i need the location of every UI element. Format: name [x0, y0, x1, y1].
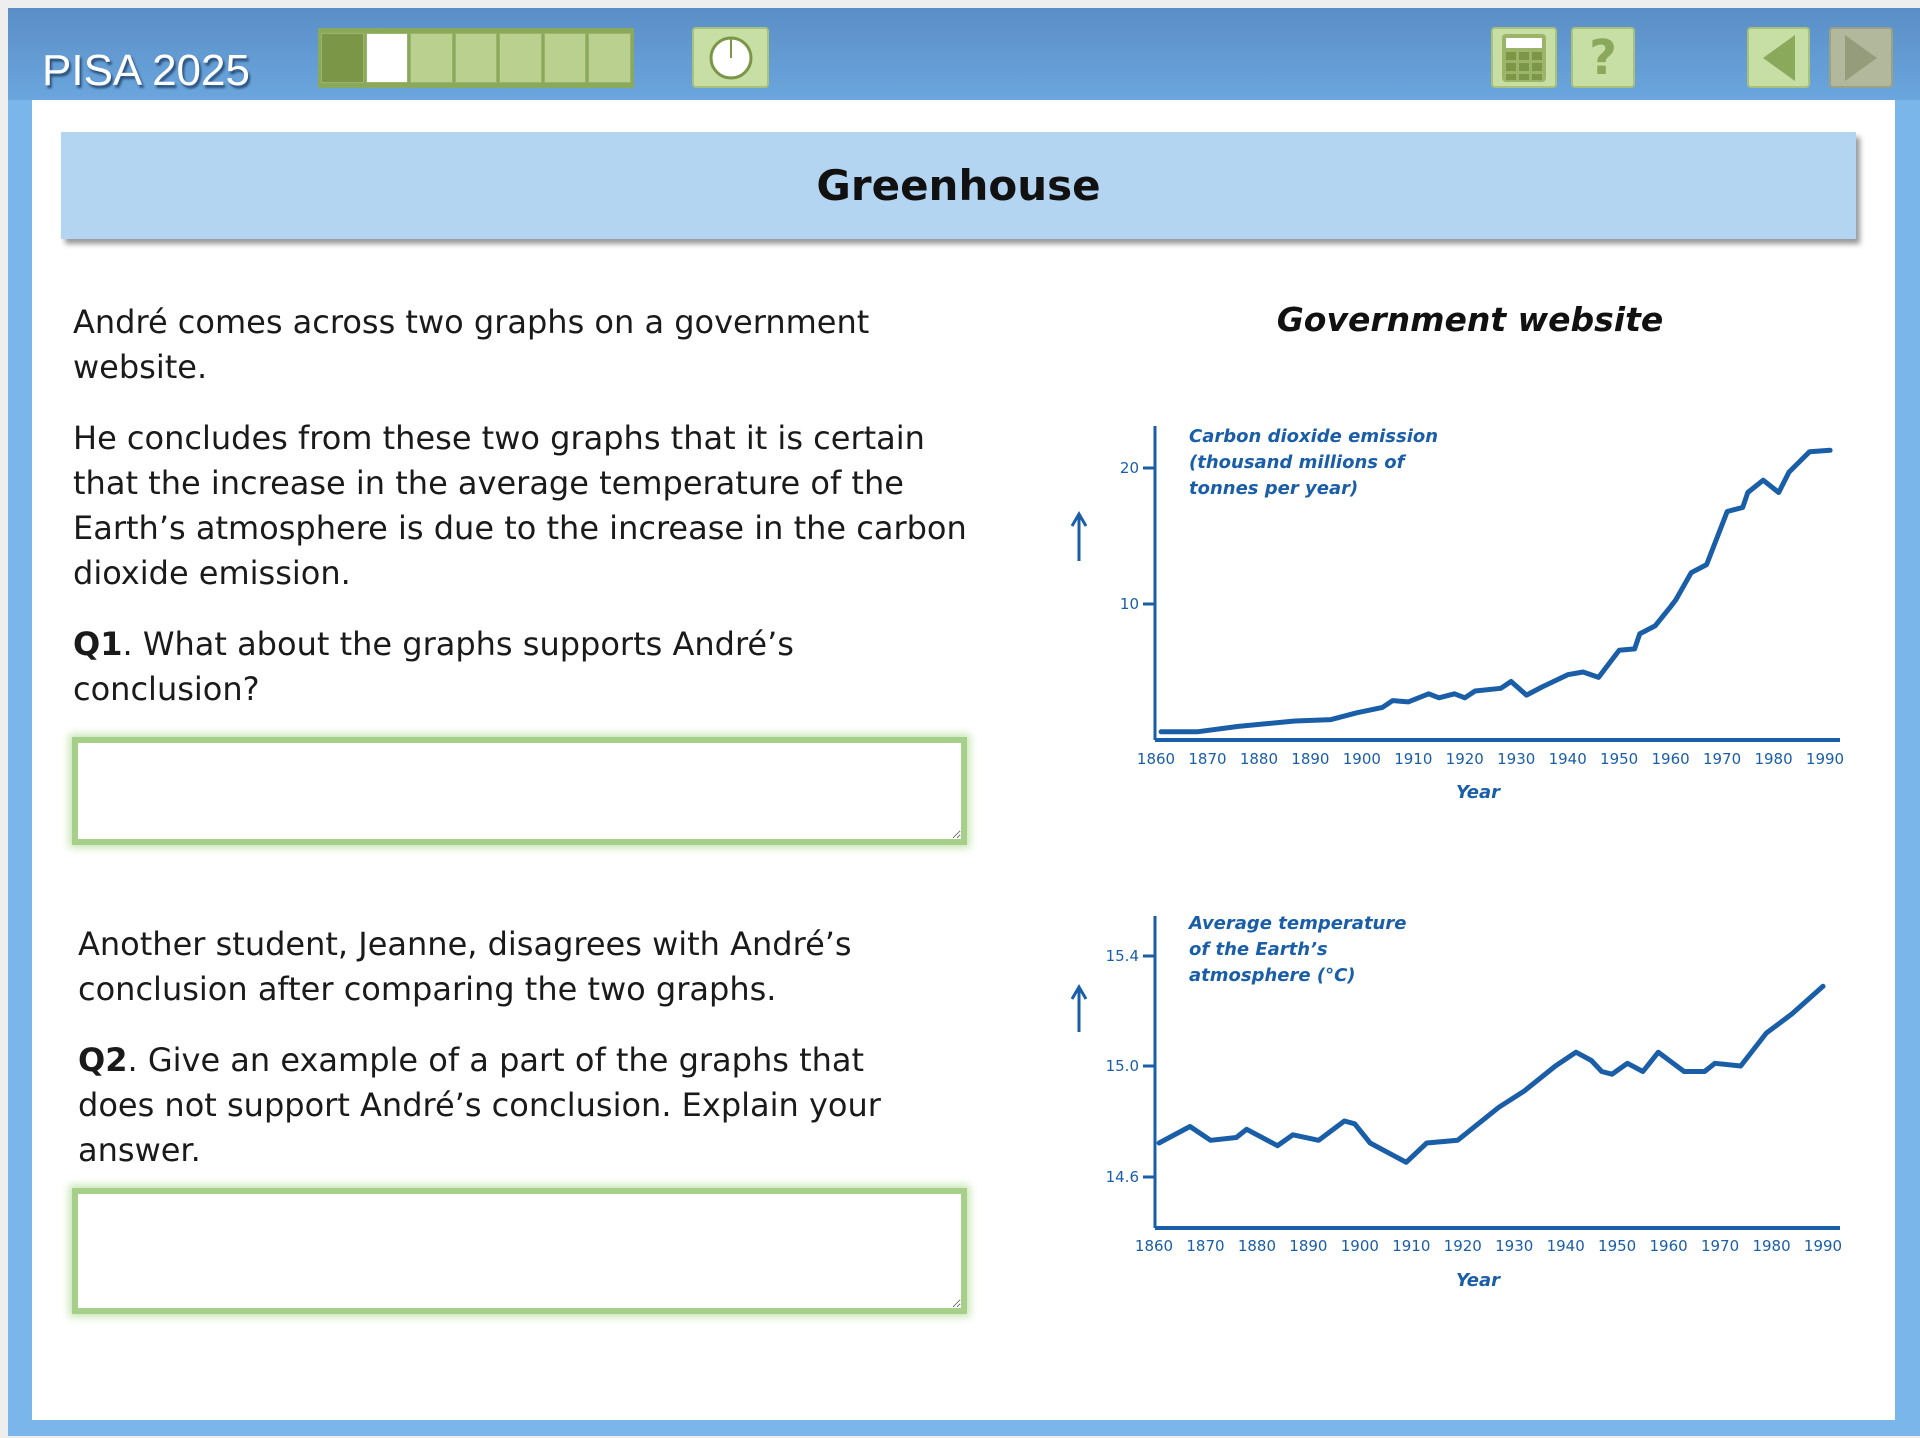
- question-text-2: Another student, Jeanne, disagrees with …: [78, 922, 938, 1199]
- x-tick-label: 1950: [1598, 1237, 1636, 1255]
- x-tick-label: 1910: [1394, 750, 1432, 768]
- x-tick-label: 1960: [1652, 750, 1690, 768]
- x-tick-label: 1870: [1188, 750, 1226, 768]
- y-tick-label: 15.4: [1106, 947, 1139, 965]
- data-line: [1156, 983, 1826, 1165]
- intro-text: André comes across two graphs on a gover…: [73, 303, 870, 386]
- help-button[interactable]: ?: [1571, 27, 1635, 88]
- q2-text: Q2. Give an example of a part of the gra…: [78, 1038, 938, 1173]
- chart-title-line: of the Earth’s: [1189, 939, 1328, 960]
- forward-arrow-icon: [1845, 34, 1877, 81]
- x-tick-label: 1970: [1701, 1237, 1739, 1255]
- forward-button[interactable]: [1829, 27, 1893, 88]
- x-tick-label: 1990: [1806, 750, 1844, 768]
- progress-segment: [410, 33, 453, 83]
- q2-prompt: . Give an example of a part of the graph…: [78, 1041, 881, 1169]
- x-tick-label: 1930: [1497, 750, 1535, 768]
- x-tick-label: 1880: [1238, 1237, 1276, 1255]
- y-tick-label: 10: [1120, 595, 1139, 613]
- x-tick-label: 1890: [1289, 1237, 1327, 1255]
- answer-q1-input[interactable]: [72, 737, 967, 845]
- q1-prompt: . What about the graphs supports André’s…: [73, 625, 794, 708]
- x-tick-label: 1920: [1446, 750, 1484, 768]
- y-tick-label: 20: [1120, 459, 1139, 477]
- x-tick-label: 1900: [1341, 1237, 1379, 1255]
- x-tick-label: 1970: [1703, 750, 1741, 768]
- x-tick-label: 1980: [1752, 1237, 1790, 1255]
- x-tick-label: 1960: [1650, 1237, 1688, 1255]
- data-line: [1158, 447, 1833, 735]
- progress-segment: [588, 33, 632, 83]
- x-tick-label: 1980: [1754, 750, 1792, 768]
- x-tick-label: 1880: [1240, 750, 1278, 768]
- conclusion-text: He concludes from these two graphs that …: [73, 419, 967, 592]
- pisa-logo: PISA 2025: [42, 46, 250, 95]
- government-website-heading: Government website: [1276, 300, 1664, 339]
- chart-title-line: Average temperature: [1187, 913, 1406, 934]
- back-button[interactable]: [1747, 27, 1810, 88]
- y-tick-label: 15.0: [1106, 1057, 1139, 1075]
- progress-segment: [543, 33, 587, 83]
- page-title: Greenhouse: [61, 132, 1856, 239]
- x-tick-label: 1900: [1343, 750, 1381, 768]
- up-arrow-icon-head: [1070, 511, 1088, 527]
- x-tick-label: 1860: [1137, 750, 1175, 768]
- x-tick-label: 1940: [1549, 750, 1587, 768]
- q2-label: Q2: [78, 1041, 128, 1079]
- chart-title-line: Carbon dioxide emission: [1189, 426, 1438, 447]
- back-arrow-icon: [1762, 34, 1795, 81]
- x-tick-label: 1990: [1804, 1237, 1842, 1255]
- calculator-icon: [1502, 33, 1546, 82]
- x-tick-label: 1890: [1291, 750, 1329, 768]
- chart-title-line: tonnes per year): [1189, 478, 1358, 499]
- x-axis-title: Year: [1456, 1270, 1501, 1291]
- question-text-1: André comes across two graphs on a gover…: [73, 300, 973, 738]
- calculator-button[interactable]: [1491, 27, 1557, 88]
- progress-bar: [318, 28, 634, 88]
- x-tick-label: 1950: [1600, 750, 1638, 768]
- x-tick-label: 1860: [1135, 1237, 1173, 1255]
- x-tick-label: 1930: [1495, 1237, 1533, 1255]
- chart-title-line: atmosphere (°C): [1189, 965, 1356, 986]
- progress-segment: [454, 33, 498, 83]
- x-tick-label: 1920: [1444, 1237, 1482, 1255]
- x-tick-label: 1910: [1392, 1237, 1430, 1255]
- timer-button[interactable]: [692, 27, 769, 88]
- y-tick-label: 14.6: [1106, 1168, 1139, 1186]
- x-tick-label: 1940: [1547, 1237, 1585, 1255]
- up-arrow-icon-head: [1070, 984, 1088, 1000]
- q1-label: Q1: [73, 625, 123, 663]
- x-axis-title: Year: [1456, 782, 1501, 803]
- timer-icon: [709, 36, 752, 79]
- progress-segment: [499, 33, 542, 83]
- progress-segment: [365, 33, 409, 83]
- progress-segment: [321, 33, 364, 83]
- help-icon: ?: [1589, 29, 1617, 86]
- x-tick-label: 1870: [1186, 1237, 1224, 1255]
- answer-q2-input[interactable]: [72, 1188, 967, 1314]
- q1-text: Q1. What about the graphs supports André…: [73, 622, 973, 712]
- jeanne-text: Another student, Jeanne, disagrees with …: [78, 925, 852, 1008]
- chart-title-line: (thousand millions of: [1189, 452, 1407, 473]
